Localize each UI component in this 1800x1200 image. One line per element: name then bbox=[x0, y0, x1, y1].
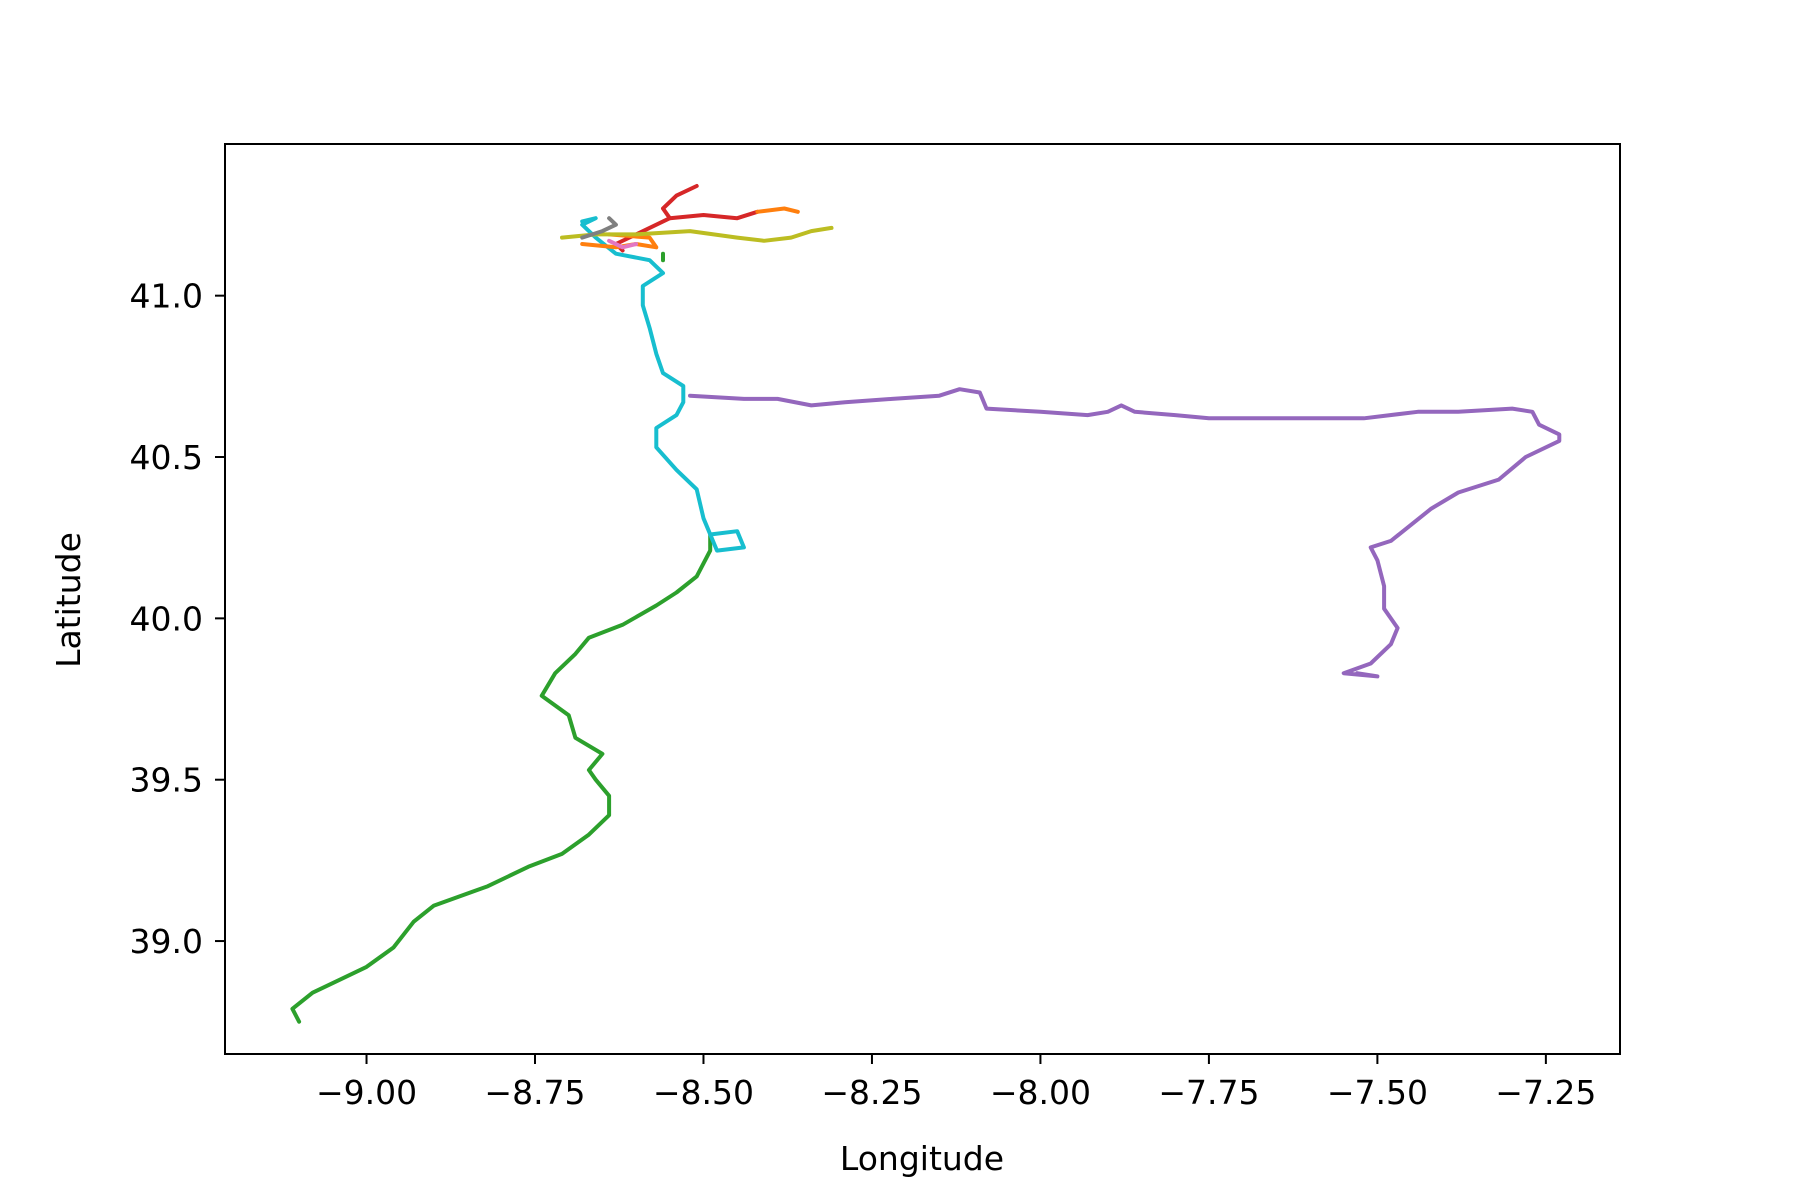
track-7 bbox=[580, 232, 659, 250]
x-tick-label: −8.00 bbox=[990, 1073, 1091, 1112]
track-8 bbox=[560, 225, 834, 243]
x-tick-label: −8.75 bbox=[484, 1073, 585, 1112]
track-10 bbox=[607, 238, 639, 250]
plot-frame bbox=[224, 143, 1621, 1055]
track-0 bbox=[290, 532, 713, 1024]
y-axis-label: Latitude bbox=[49, 532, 88, 668]
x-axis-label: Longitude bbox=[840, 1139, 1004, 1178]
y-tick-label: 41.0 bbox=[130, 277, 203, 316]
y-tick-label: 40.5 bbox=[130, 438, 203, 477]
track-3 bbox=[688, 387, 1562, 679]
tracks bbox=[290, 184, 1562, 1024]
x-tick-label: −8.25 bbox=[821, 1073, 922, 1112]
x-tick-label: −7.75 bbox=[1158, 1073, 1259, 1112]
y-tick-label: 39.5 bbox=[130, 761, 203, 800]
y-tick-label: 40.0 bbox=[130, 599, 203, 638]
x-tick-label: −9.00 bbox=[316, 1073, 417, 1112]
track-9 bbox=[580, 216, 618, 240]
x-tick-label: −8.50 bbox=[653, 1073, 754, 1112]
x-axis: −9.00 −8.75 −8.50 −8.25 −8.00 −7.75 −7.50 −7.25 bbox=[316, 1054, 1596, 1112]
track-5 bbox=[667, 209, 760, 221]
x-tick-label: −7.25 bbox=[1495, 1073, 1596, 1112]
track-2 bbox=[580, 216, 746, 553]
track-6 bbox=[755, 206, 800, 214]
y-axis: 39.0 39.5 40.0 40.5 41.0 bbox=[130, 277, 225, 961]
y-tick-label: 39.0 bbox=[130, 922, 203, 961]
x-tick-label: −7.50 bbox=[1327, 1073, 1428, 1112]
